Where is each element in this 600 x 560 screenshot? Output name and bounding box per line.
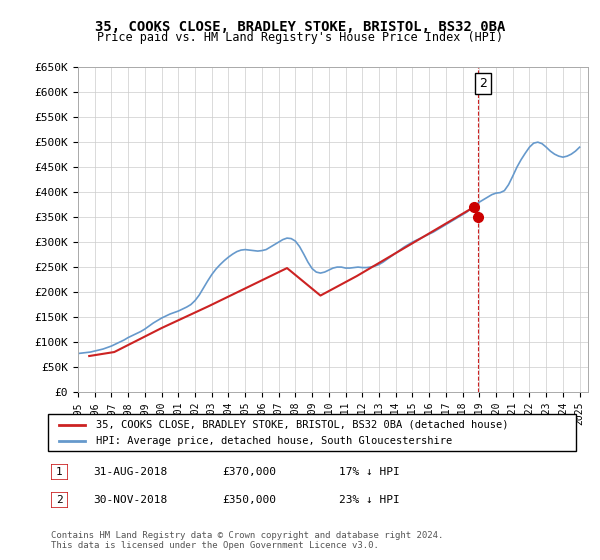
FancyBboxPatch shape (48, 414, 576, 451)
Text: £350,000: £350,000 (222, 495, 276, 505)
Text: 17% ↓ HPI: 17% ↓ HPI (339, 467, 400, 477)
Text: 2: 2 (479, 77, 487, 90)
Text: Price paid vs. HM Land Registry's House Price Index (HPI): Price paid vs. HM Land Registry's House … (97, 31, 503, 44)
Text: 30-NOV-2018: 30-NOV-2018 (93, 495, 167, 505)
Text: 35, COOKS CLOSE, BRADLEY STOKE, BRISTOL, BS32 0BA (detached house): 35, COOKS CLOSE, BRADLEY STOKE, BRISTOL,… (95, 419, 508, 430)
Text: 23% ↓ HPI: 23% ↓ HPI (339, 495, 400, 505)
FancyBboxPatch shape (51, 492, 68, 508)
FancyBboxPatch shape (51, 464, 68, 480)
Text: £370,000: £370,000 (222, 467, 276, 477)
Text: 35, COOKS CLOSE, BRADLEY STOKE, BRISTOL, BS32 0BA: 35, COOKS CLOSE, BRADLEY STOKE, BRISTOL,… (95, 20, 505, 34)
Text: 2: 2 (56, 495, 63, 505)
Text: Contains HM Land Registry data © Crown copyright and database right 2024.
This d: Contains HM Land Registry data © Crown c… (51, 531, 443, 550)
Text: 1: 1 (56, 467, 63, 477)
Text: HPI: Average price, detached house, South Gloucestershire: HPI: Average price, detached house, Sout… (95, 436, 452, 446)
Text: 31-AUG-2018: 31-AUG-2018 (93, 467, 167, 477)
